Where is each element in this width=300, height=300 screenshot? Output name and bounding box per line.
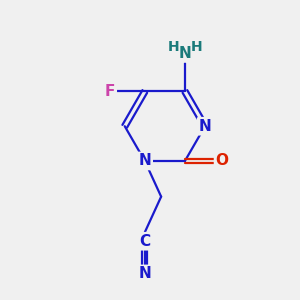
Text: H: H bbox=[190, 40, 202, 54]
Text: C: C bbox=[139, 234, 150, 249]
Text: N: N bbox=[178, 46, 191, 61]
Text: N: N bbox=[199, 119, 212, 134]
Text: N: N bbox=[138, 154, 151, 169]
Text: F: F bbox=[105, 84, 115, 99]
Text: O: O bbox=[216, 154, 229, 169]
Text: N: N bbox=[138, 266, 151, 281]
Text: H: H bbox=[168, 40, 179, 54]
